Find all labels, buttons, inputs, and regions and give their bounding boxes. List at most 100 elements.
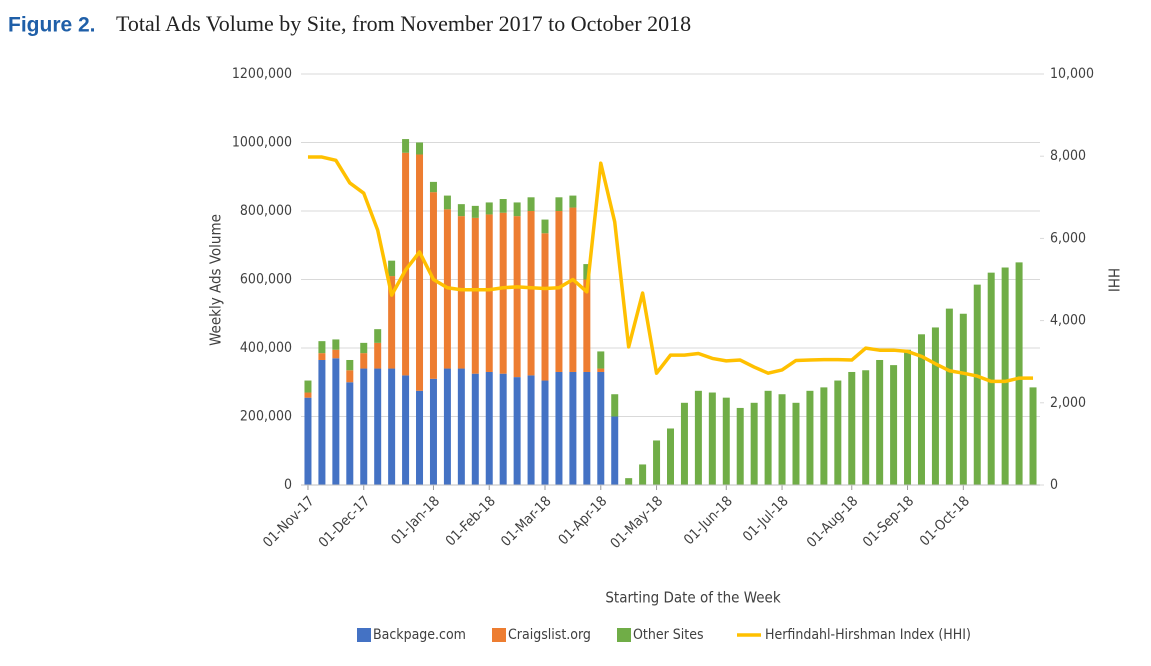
bar-segment [429, 192, 437, 379]
bar-segment [513, 377, 521, 485]
legend-label: Craigslist.org [508, 627, 591, 643]
y2-tick-label: 2,000 [1050, 395, 1086, 411]
y-tick-label: 1200,000 [232, 66, 292, 82]
x-tick-label: 01-Dec-17 [316, 493, 374, 551]
bar-segment [862, 370, 870, 485]
bar-segment [527, 197, 535, 211]
bar-segment [583, 279, 591, 372]
x-tick-label: 01-Nov-17 [260, 493, 318, 551]
bar-segment [513, 216, 521, 378]
y-tick-label: 800,000 [240, 203, 292, 219]
x-tick-label: 01-Sep-18 [860, 493, 917, 550]
x-tick-label: 01-Jun-18 [681, 493, 736, 548]
bar-segment [429, 181, 437, 193]
bar-segment [499, 212, 507, 374]
bar-segment [416, 142, 424, 155]
bar-segment [402, 375, 410, 485]
bar-segment [471, 217, 479, 374]
legend-label: Herfindahl-Hirshman Index (HHI) [765, 627, 971, 643]
y2-tick-label: 6,000 [1050, 230, 1086, 246]
x-tick-label: 01-May-18 [608, 493, 667, 552]
y-tick-label: 1000,000 [232, 135, 292, 151]
bar-segment [360, 342, 368, 354]
bar-segment [443, 195, 451, 210]
bar-segment [388, 276, 396, 369]
bar-segment [764, 390, 772, 485]
bar-segment [569, 207, 577, 372]
bar-segment [513, 202, 521, 217]
bar-segment [959, 313, 967, 485]
figure-label: Figure 2. [8, 14, 96, 37]
bar-segment [304, 392, 312, 398]
bar-segment [332, 358, 340, 485]
y-axis-label: Weekly Ads Volume [207, 214, 225, 346]
bar-segment [416, 154, 424, 391]
bar-segment [374, 368, 382, 485]
bar-segment [471, 373, 479, 485]
bar-segment [848, 371, 856, 485]
bar-segment [931, 327, 939, 485]
bar-segment [722, 397, 730, 485]
bar-segment [388, 260, 396, 277]
bar-segment [555, 211, 563, 372]
bar-segment [360, 353, 368, 369]
bar-segment [541, 380, 549, 485]
legend-label: Backpage.com [373, 627, 466, 643]
bar-segment [597, 371, 605, 485]
legend-swatch [357, 628, 371, 642]
bar-segment [1029, 387, 1037, 485]
bar-segment [429, 378, 437, 485]
bar-segment [527, 211, 535, 376]
bar-segment [485, 371, 493, 485]
bar-segment [443, 368, 451, 485]
bar-segment [1015, 262, 1023, 485]
legend-label: Other Sites [633, 627, 704, 643]
x-tick-label: 01-Jan-18 [388, 493, 443, 548]
legend-swatch [617, 628, 631, 642]
x-tick-label: 01-Jul-18 [740, 493, 792, 545]
bar-segment [625, 478, 633, 485]
bar-segment [583, 264, 591, 280]
bar-segment [708, 392, 716, 485]
bar-segment [639, 464, 647, 485]
bar-segment [945, 308, 953, 485]
bar-segment [583, 371, 591, 485]
bar-segment [890, 365, 898, 485]
bar-segment [667, 428, 674, 485]
bar-segment [332, 349, 340, 359]
bar-segment [1001, 267, 1009, 485]
bar-segment [611, 394, 619, 417]
bar-segment [402, 139, 410, 153]
bar-segment [917, 334, 925, 485]
bar-segment [499, 199, 507, 213]
bar-segment [904, 349, 912, 485]
bar-segment [569, 195, 577, 208]
bar-segment [597, 368, 605, 372]
bar-segment [346, 370, 354, 383]
bar-segment [304, 380, 312, 393]
y2-tick-label: 4,000 [1050, 313, 1086, 329]
y-tick-label: 600,000 [240, 272, 292, 288]
bar-segment [388, 368, 396, 485]
bar-segment [485, 202, 493, 215]
y-tick-label: 0 [284, 477, 292, 493]
bar-segment [416, 390, 424, 485]
bar-segment [318, 341, 326, 354]
bar-segment [457, 216, 465, 369]
bar-segment [653, 440, 661, 485]
y2-tick-label: 0 [1050, 477, 1058, 493]
bar-segment [973, 284, 981, 485]
bar-segment [750, 402, 758, 485]
bar-segment [471, 205, 479, 218]
bar-segment [485, 214, 493, 372]
chart-title: Total Ads Volume by Site, from November … [116, 11, 691, 36]
bar-segment [987, 272, 995, 485]
bar-segment [555, 371, 563, 485]
bar-segment [457, 204, 465, 217]
y2-tick-label: 10,000 [1050, 66, 1094, 82]
bar-segment [806, 390, 814, 485]
legend-swatch [492, 628, 506, 642]
bar-segment [778, 394, 786, 485]
y2-tick-label: 8,000 [1050, 148, 1086, 164]
